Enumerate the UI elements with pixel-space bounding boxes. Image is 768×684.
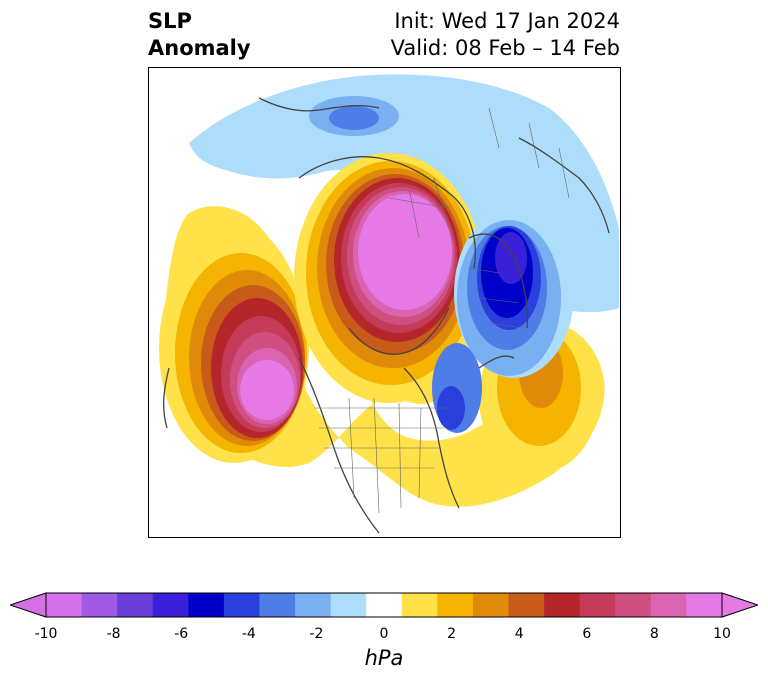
- borders: [314, 107, 570, 514]
- map-canvas: [159, 74, 619, 534]
- colorbar-segment: [401, 593, 438, 617]
- valid-range: Valid: 08 Feb – 14 Feb: [390, 36, 620, 60]
- map-title: SLP Anomaly: [148, 8, 251, 62]
- colorbar-segment: [686, 593, 723, 617]
- colorbar: [10, 592, 758, 618]
- colorbar-segment: [223, 593, 260, 617]
- arctic-level9: [358, 194, 452, 310]
- anomaly-map: [148, 67, 621, 538]
- colorbar-segment: [46, 593, 83, 617]
- colorbar-segment: [544, 593, 581, 617]
- colorbar-segment: [259, 593, 296, 617]
- colorbar-segment: [81, 593, 118, 617]
- colorbar-segment: [295, 593, 332, 617]
- colorbar-segment: [650, 593, 687, 617]
- colorbar-frame: [45, 592, 723, 618]
- colorbar-unit: hPa: [364, 646, 404, 670]
- colorbar-segment: [117, 593, 154, 617]
- colorbar-tick-label: 2: [447, 626, 457, 642]
- init-date: Init: Wed 17 Jan 2024: [394, 9, 620, 33]
- colorbar-segment: [437, 593, 474, 617]
- colorbar-tick-label: 8: [649, 626, 659, 642]
- pacific-level9: [240, 360, 294, 420]
- title-variable: SLP: [148, 9, 192, 33]
- colorbar-tick-label: 10: [713, 626, 731, 642]
- map-dates: Init: Wed 17 Jan 2024 Valid: 08 Feb – 14…: [391, 8, 620, 62]
- colorbar-segment: [615, 593, 652, 617]
- atlantic-low-core: [437, 386, 465, 430]
- colorbar-tick-label: -2: [309, 626, 324, 642]
- colorbar-segment: [330, 593, 367, 617]
- colorbar-segment: [152, 593, 189, 617]
- siberia-low-level2: [329, 106, 379, 130]
- colorbar-tick-label: -8: [106, 626, 121, 642]
- colorbar-tick-label: -10: [34, 626, 58, 642]
- title-type: Anomaly: [148, 36, 251, 60]
- colorbar-tick-label: -6: [174, 626, 189, 642]
- colorbar-segment: [472, 593, 510, 617]
- colorbar-segment: [188, 593, 225, 617]
- colorbar-tick-label: 6: [582, 626, 592, 642]
- colorbar-segment: [508, 593, 545, 617]
- colorbar-extend-low: [10, 592, 47, 618]
- colorbar-segment: [366, 593, 403, 617]
- colorbar-extend-high: [721, 592, 758, 618]
- colorbar-tick-label: 0: [379, 626, 389, 642]
- colorbar-tick-label: 4: [514, 626, 524, 642]
- colorbar-segment: [579, 593, 616, 617]
- colorbar-tick-label: -4: [241, 626, 256, 642]
